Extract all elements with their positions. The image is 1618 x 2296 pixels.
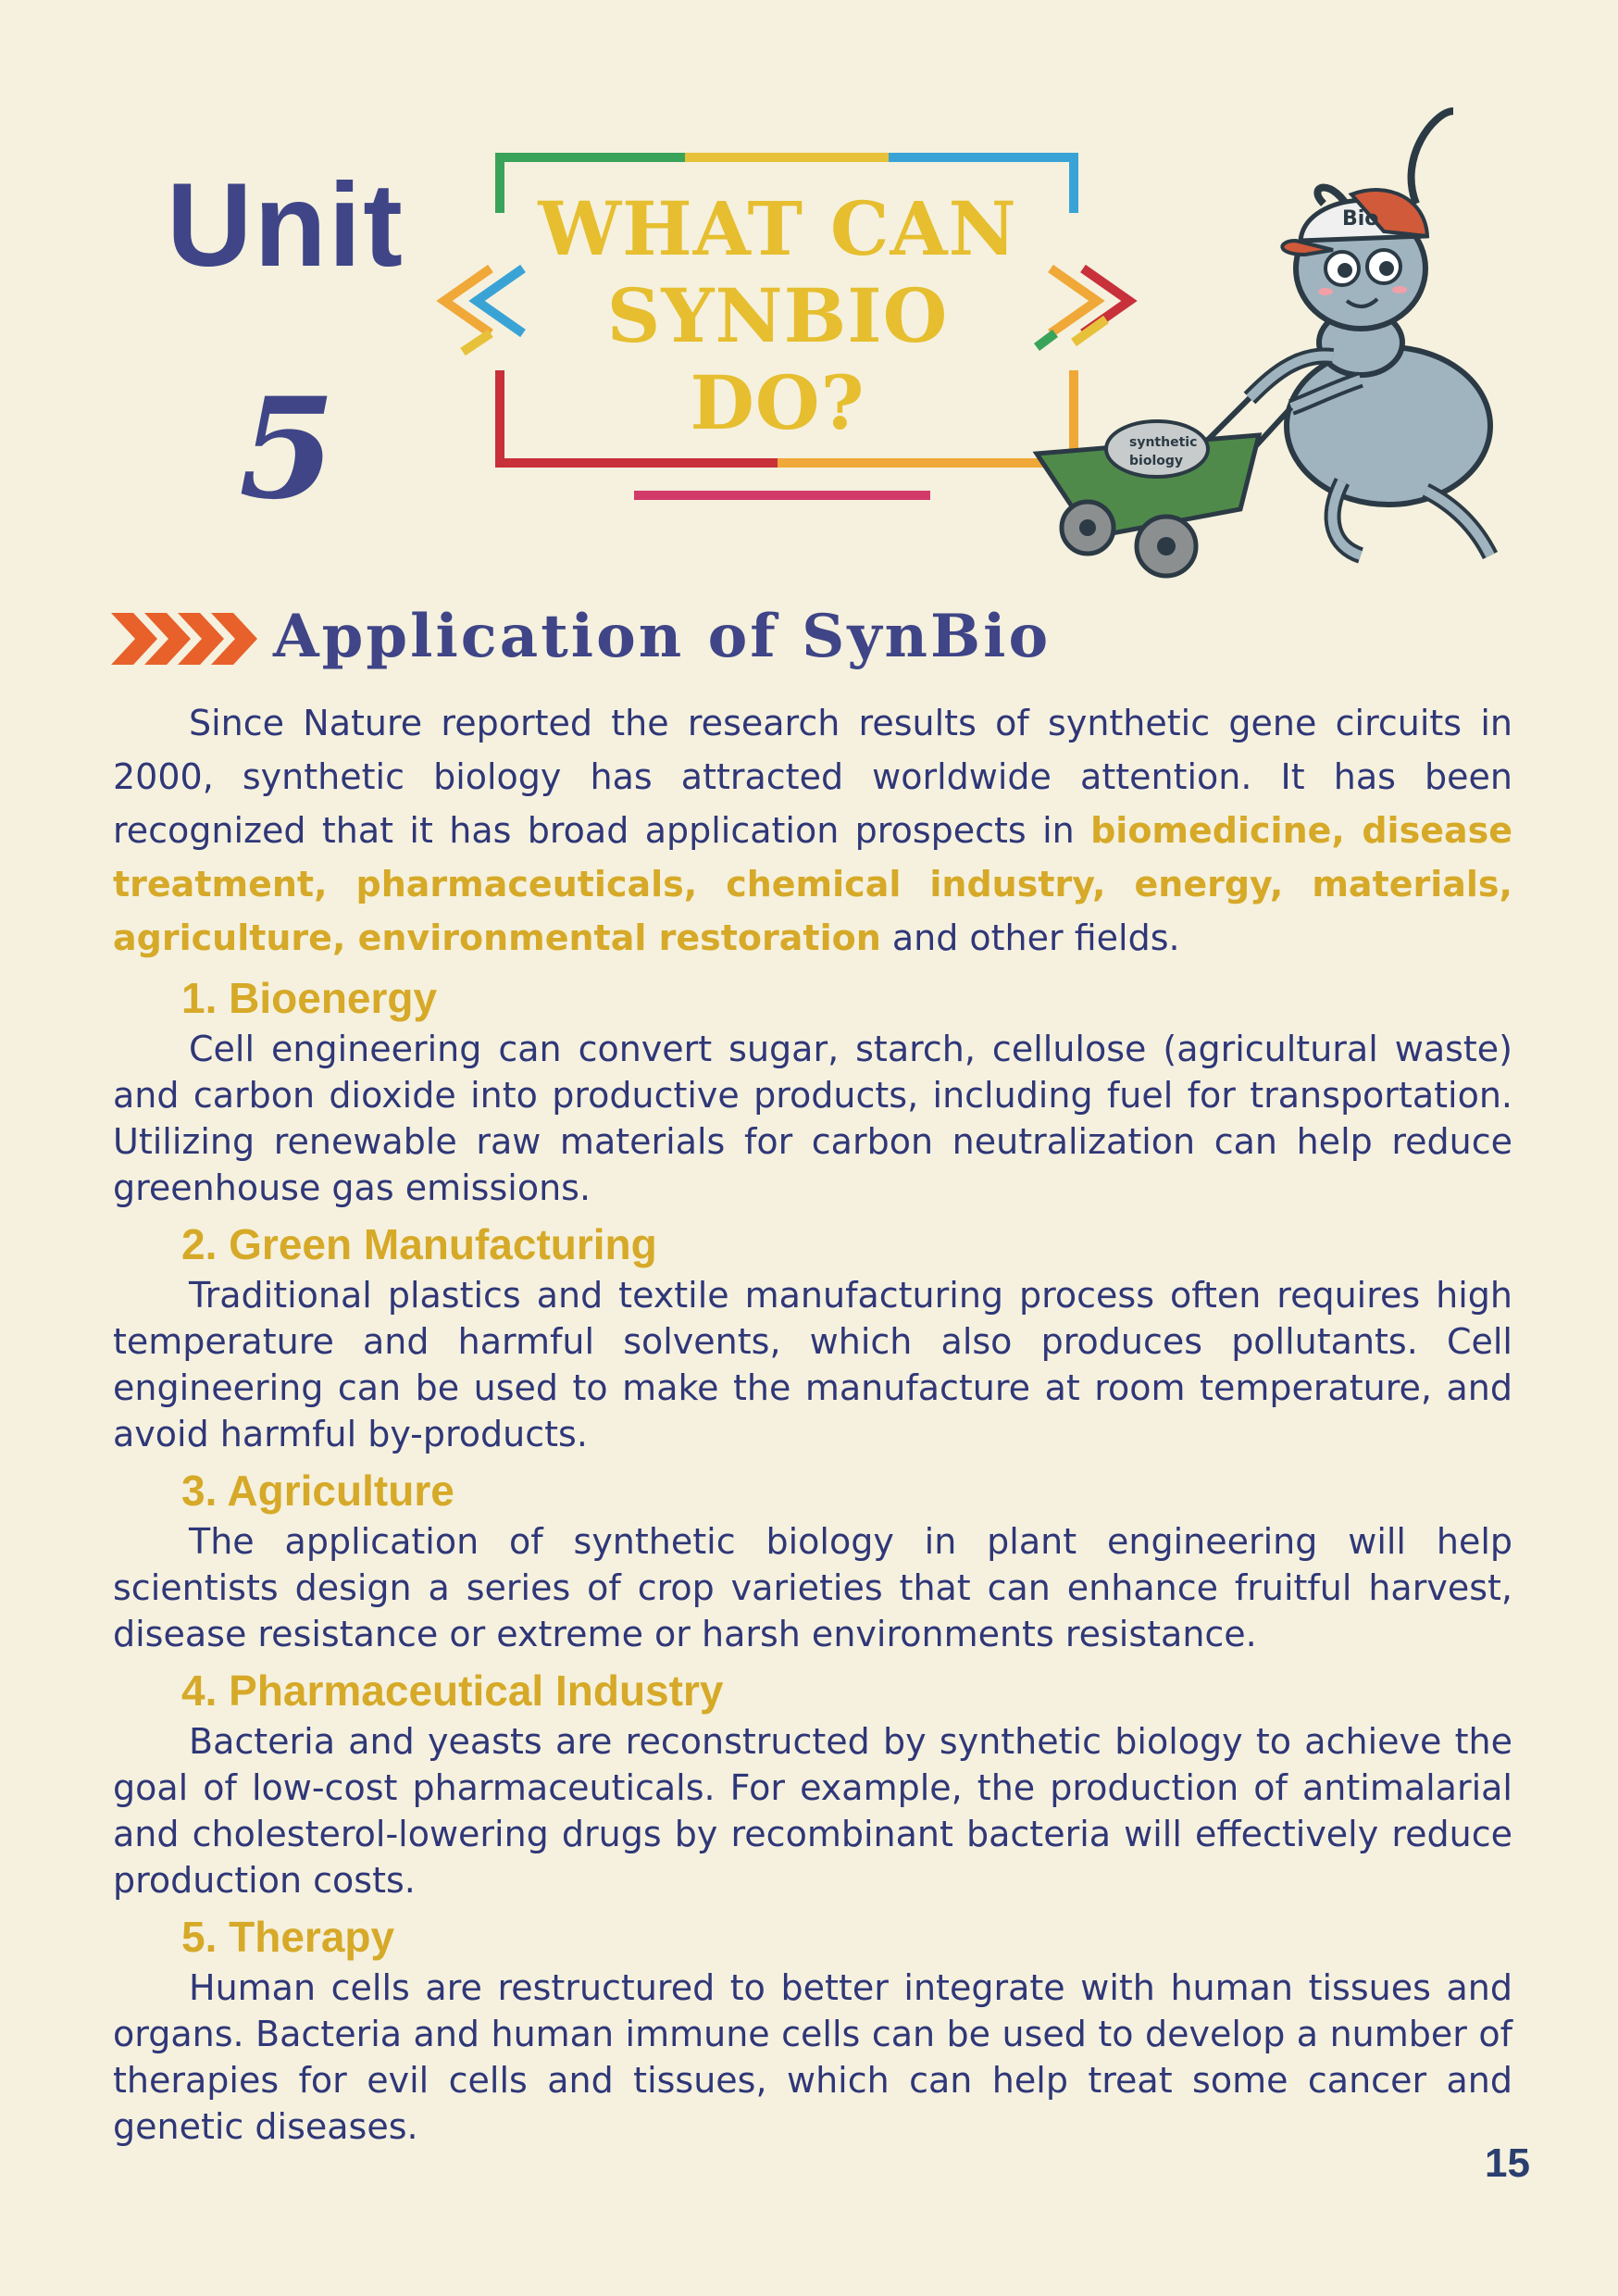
section-green-manufacturing: 2. Green Manufacturing Traditional plast… <box>113 1218 1512 1457</box>
section-pharmaceutical-industry: 4. Pharmaceutical Industry Bacteria and … <box>113 1665 1512 1903</box>
chevron-arrows-icon <box>111 613 257 665</box>
unit-number: 5 <box>239 368 336 530</box>
section-heading-2: 2. Green Manufacturing <box>181 1220 657 1268</box>
section-title: Application of SynBio <box>273 602 1052 671</box>
ant-mascot-illustration: Bio synthetic biology <box>1032 107 1499 579</box>
intro-text-after: and other fields. <box>880 917 1180 958</box>
title-line-1: WHAT CAN <box>538 185 1017 272</box>
page-number: 15 <box>1485 2140 1530 2186</box>
section-body-4: Bacteria and yeasts are reconstructed by… <box>113 1721 1512 1901</box>
cart-text-1: synthetic <box>1129 435 1197 450</box>
intro-paragraph: Since Nature reported the research resul… <box>113 696 1512 965</box>
cap-text: Bio <box>1342 207 1378 231</box>
intro-text-before: Since Nature reported the research resul… <box>113 703 1512 851</box>
page-title: WHAT CAN SYNBIO DO? <box>528 185 1027 446</box>
title-line-2: SYNBIO <box>606 272 949 359</box>
section-heading-1: 1. Bioenergy <box>181 974 438 1022</box>
cart-text-2: biology <box>1129 454 1183 468</box>
section-body-5: Human cells are restructured to better i… <box>113 1967 1512 2147</box>
section-heading-4: 4. Pharmaceutical Industry <box>181 1666 724 1715</box>
main-content: Since Nature reported the research resul… <box>113 696 1512 2150</box>
section-body-1: Cell engineering can convert sugar, star… <box>113 1029 1512 1208</box>
section-bioenergy: 1. Bioenergy Cell engineering can conver… <box>113 972 1512 1211</box>
section-heading-5: 5. Therapy <box>181 1913 395 1961</box>
section-agriculture: 3. Agriculture The application of synthe… <box>113 1465 1512 1657</box>
section-heading: Application of SynBio <box>111 602 1500 676</box>
section-therapy: 5. Therapy Human cells are restructured … <box>113 1911 1512 2150</box>
title-line-3: DO? <box>690 359 865 446</box>
intro-highlight: biomedicine, disease treatment, pharmace… <box>113 810 1512 958</box>
section-body-3: The application of synthetic biology in … <box>113 1521 1512 1654</box>
section-heading-3: 3. Agriculture <box>181 1466 454 1515</box>
section-body-2: Traditional plastics and textile manufac… <box>113 1275 1512 1454</box>
unit-label: Unit <box>167 159 404 292</box>
